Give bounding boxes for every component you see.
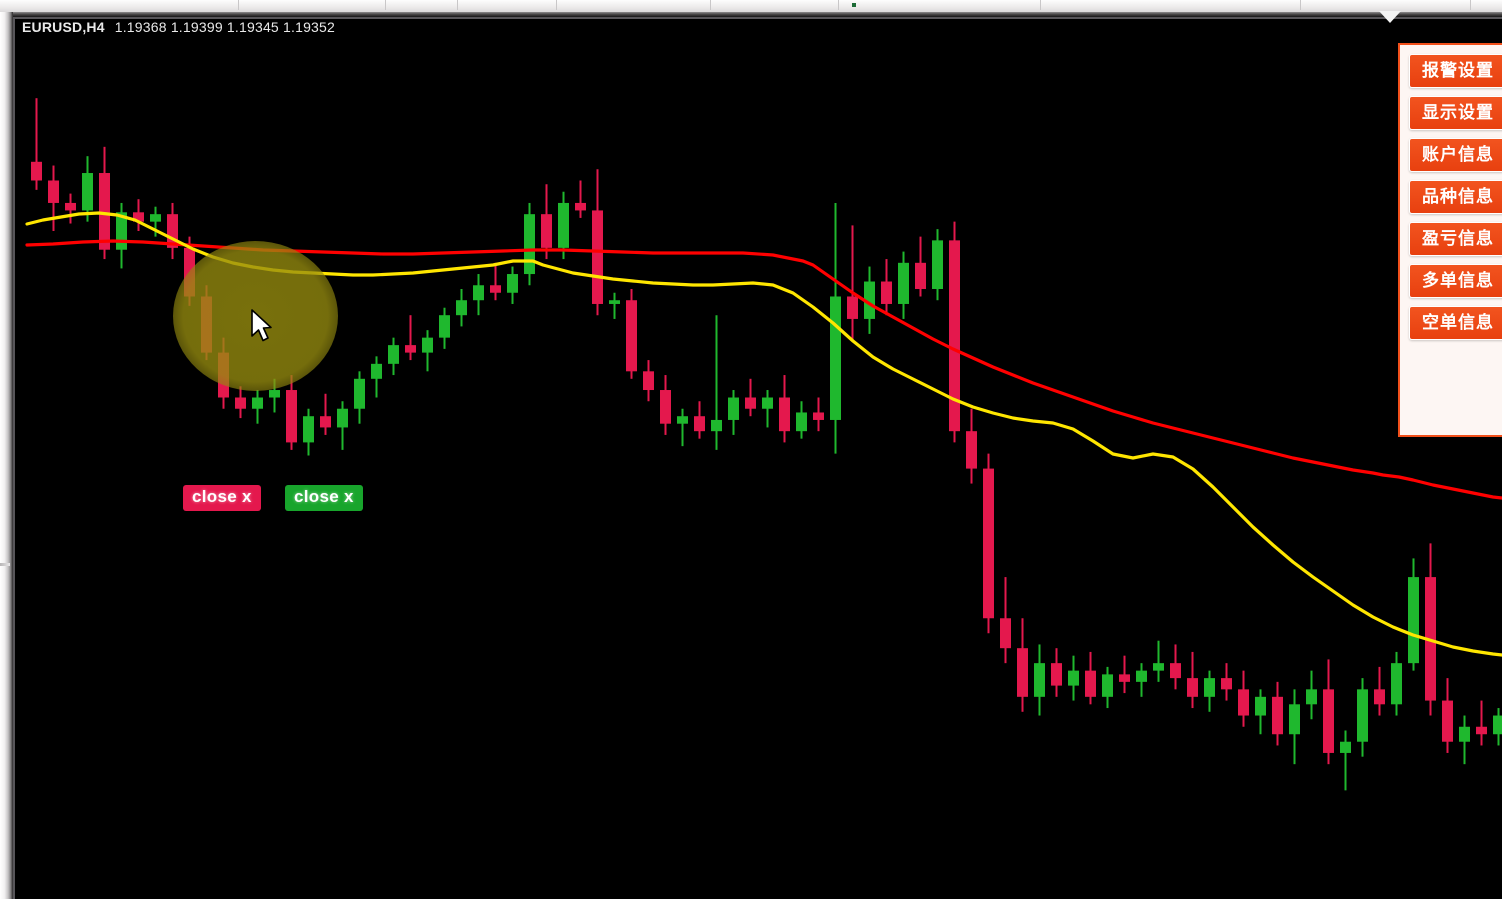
panel-button-account-info[interactable]: 账户信息: [1409, 138, 1502, 172]
symbol-label: EURUSD,H4: [22, 19, 105, 35]
panel-button-short-orders-info[interactable]: 空单信息: [1409, 306, 1502, 340]
panel-button-long-orders-info[interactable]: 多单信息: [1409, 264, 1502, 298]
ea-control-panel[interactable]: 报警设置 显示设置 账户信息 品种信息 盈亏信息 多单信息 空单信息: [1398, 43, 1502, 437]
panel-button-display-settings[interactable]: 显示设置: [1409, 96, 1502, 130]
window-left-border-break: [0, 563, 10, 566]
candlestick-svg: [25, 98, 1502, 791]
symbol-ohlc-label: EURUSD,H4 1.19368 1.19399 1.19345 1.19352: [22, 19, 335, 35]
ohlc-values: 1.19368 1.19399 1.19345 1.19352: [114, 19, 336, 35]
window-left-border: [0, 12, 13, 899]
close-sell-order-button[interactable]: close x: [183, 485, 261, 511]
window-titlebar-shadow: [0, 12, 1502, 17]
arrow-cursor: [251, 309, 272, 342]
close-sell-x-icon: x: [242, 487, 252, 506]
window-toolbar-strip: [0, 0, 1502, 12]
panel-button-alarm-settings[interactable]: 报警设置: [1409, 54, 1502, 88]
close-sell-label: close: [192, 487, 237, 506]
close-buy-order-button[interactable]: close x: [285, 485, 363, 511]
price-chart-canvas[interactable]: [13, 17, 1502, 899]
close-buy-label: close: [294, 487, 339, 506]
panel-button-symbol-info[interactable]: 品种信息: [1409, 180, 1502, 214]
chevron-down-icon[interactable]: [1379, 11, 1401, 23]
close-buy-x-icon: x: [344, 487, 354, 506]
panel-button-pnl-info[interactable]: 盈亏信息: [1409, 222, 1502, 256]
